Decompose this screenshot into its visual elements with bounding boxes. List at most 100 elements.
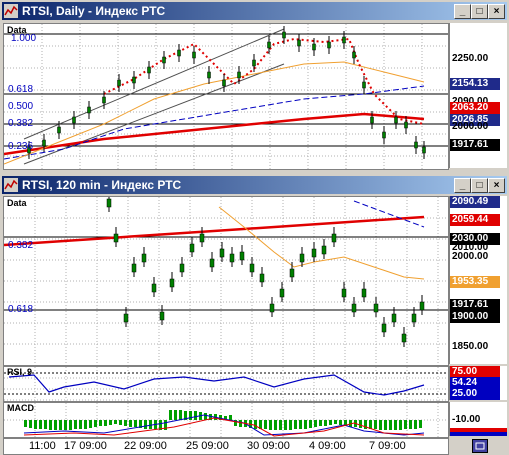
rsi-plot[interactable]: RSI, 9 [3,366,449,402]
rsi-tag: 54.24 [450,377,500,389]
candle-body [382,131,386,139]
time-label: 17 09:00 [64,440,107,452]
macd-histogram-bar [394,420,397,430]
macd-histogram-bar [369,420,372,429]
moving-average-line [4,61,425,165]
scroll-end-icon [475,442,485,450]
macd-histogram-bar [39,420,42,429]
daily-series-label: Data [7,25,27,35]
candle-body [117,79,121,87]
scroll-end-button[interactable] [472,439,488,453]
close-button[interactable]: × [488,178,505,193]
macd-histogram-bar [209,414,212,420]
candle-body [239,251,245,261]
macd-histogram-bar [314,420,317,427]
close-button[interactable]: × [488,4,505,19]
macd-chart [4,403,448,437]
macd-plot[interactable]: MACD [3,402,449,438]
candle-body [352,51,356,59]
daily-price-axis[interactable]: 2250.00 2154.13 2090.00 2063.20 2026.85 … [449,23,507,168]
macd-histogram-bar [124,420,127,426]
macd-histogram-bar [44,420,47,429]
candle-body [169,278,175,288]
macd-axis[interactable]: -10.00 [449,402,507,436]
macd-histogram-bar [134,420,137,427]
time-label: 11:00 [29,440,56,452]
candle-body [27,146,31,154]
time-label: 25 09:00 [186,440,229,452]
price-tag: 2063.20 [450,102,500,114]
close-icon: × [493,6,500,17]
macd-histogram-bar [149,420,152,429]
macd-histogram-bar [324,420,327,426]
candle-body [159,311,165,321]
price-tag: 2059.44 [450,214,500,226]
time-axis[interactable]: 11:00 17 09:00 22 09:00 25 09:00 30 09:0… [3,438,449,455]
macd-color-swatch [450,428,507,432]
fib-label: 0.236 [8,141,34,152]
candle-body [249,263,255,273]
time-label: 7 09:00 [369,440,406,452]
macd-histogram-bar [219,415,222,420]
rsi-chart [4,367,448,401]
candle-body [311,248,317,258]
macd-histogram-bar [339,420,342,425]
candle-body [414,141,418,149]
macd-histogram-bar [389,420,392,430]
macd-histogram-bar [319,420,322,426]
candle-body [189,243,195,253]
price-tag: 1953.35 [450,276,500,288]
fib-label: 0.618 [8,304,34,315]
intraday-price-plot[interactable]: Data 0.382 0.618 [3,196,449,366]
candle-body [391,313,397,323]
daily-price-plot[interactable]: Data 1.000 0.618 0.500 0.382 0.236 [3,23,449,170]
macd-histogram-bar [189,411,192,420]
macd-histogram-bar [69,420,72,430]
candle-body [401,333,407,343]
time-label: 4 09:00 [309,440,346,452]
macd-color-swatch [450,432,507,436]
minimize-button[interactable]: _ [454,4,471,19]
macd-histogram-bar [289,420,292,430]
rsi-axis[interactable]: 75.00 54.24 25.00 [449,366,507,400]
candle-body [222,79,226,87]
candle-body [297,39,301,47]
macd-histogram-bar [89,420,92,428]
candle-body [123,313,129,323]
price-tag: 2090.49 [450,196,500,208]
macd-tag: -10.00 [452,414,481,425]
intraday-price-axis[interactable]: 2090.49 2059.44 2030.00 2010.00 2000.00 … [449,196,507,364]
daily-window-title: RTSI, Daily - Индекс РТС [22,4,166,18]
candle-body [327,41,331,49]
candle-body [229,253,235,263]
candle-body [179,263,185,273]
macd-histogram-bar [359,420,362,428]
fib-label: 0.618 [8,84,34,95]
macd-histogram-bar [254,420,257,429]
macd-histogram-bar [54,420,57,430]
price-tag: 2250.00 [452,53,489,64]
price-tag: 1850.00 [452,341,489,352]
candle-body [362,81,366,89]
daily-titlebar[interactable]: RTSI, Daily - Индекс РТС _ □ × [2,2,507,20]
intraday-titlebar[interactable]: RTSI, 120 min - Индекс РТС _ □ × [2,176,507,194]
candle-body [151,283,157,293]
candle-body [87,106,91,114]
macd-histogram-bar [129,420,132,427]
price-tag: 1900.00 [450,311,500,323]
candle-body [259,273,265,283]
candle-body [331,233,337,243]
maximize-button[interactable]: □ [471,4,488,19]
candle-body [282,31,286,39]
macd-histogram-bar [409,420,412,429]
intraday-series-label: Data [7,198,27,208]
minimize-button[interactable]: _ [454,178,471,193]
maximize-button[interactable]: □ [471,178,488,193]
time-label: 22 09:00 [124,440,167,452]
chart-app-icon [4,178,18,192]
macd-histogram-bar [234,420,237,426]
rsi-tag: 25.00 [450,388,500,400]
time-label: 30 09:00 [247,440,290,452]
moving-average-line [353,200,425,228]
macd-histogram-bar [399,420,402,430]
